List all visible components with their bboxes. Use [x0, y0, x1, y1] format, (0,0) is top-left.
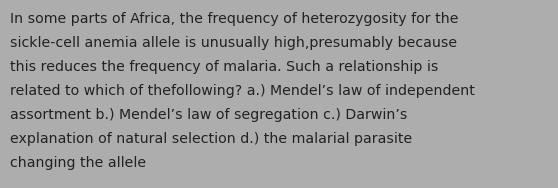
Text: changing the allele: changing the allele — [10, 156, 146, 170]
Text: In some parts of Africa, the frequency of heterozygosity for the: In some parts of Africa, the frequency o… — [10, 12, 459, 26]
Text: related to which of thefollowing? a.) Mendel’s law of independent: related to which of thefollowing? a.) Me… — [10, 84, 475, 98]
Text: assortment b.) Mendel’s law of segregation c.) Darwin’s: assortment b.) Mendel’s law of segregati… — [10, 108, 407, 122]
Text: this reduces the frequency of malaria. Such a relationship is: this reduces the frequency of malaria. S… — [10, 60, 439, 74]
Text: sickle-cell anemia allele is unusually high,presumably because: sickle-cell anemia allele is unusually h… — [10, 36, 457, 50]
Text: explanation of natural selection d.) the malarial parasite: explanation of natural selection d.) the… — [10, 132, 412, 146]
